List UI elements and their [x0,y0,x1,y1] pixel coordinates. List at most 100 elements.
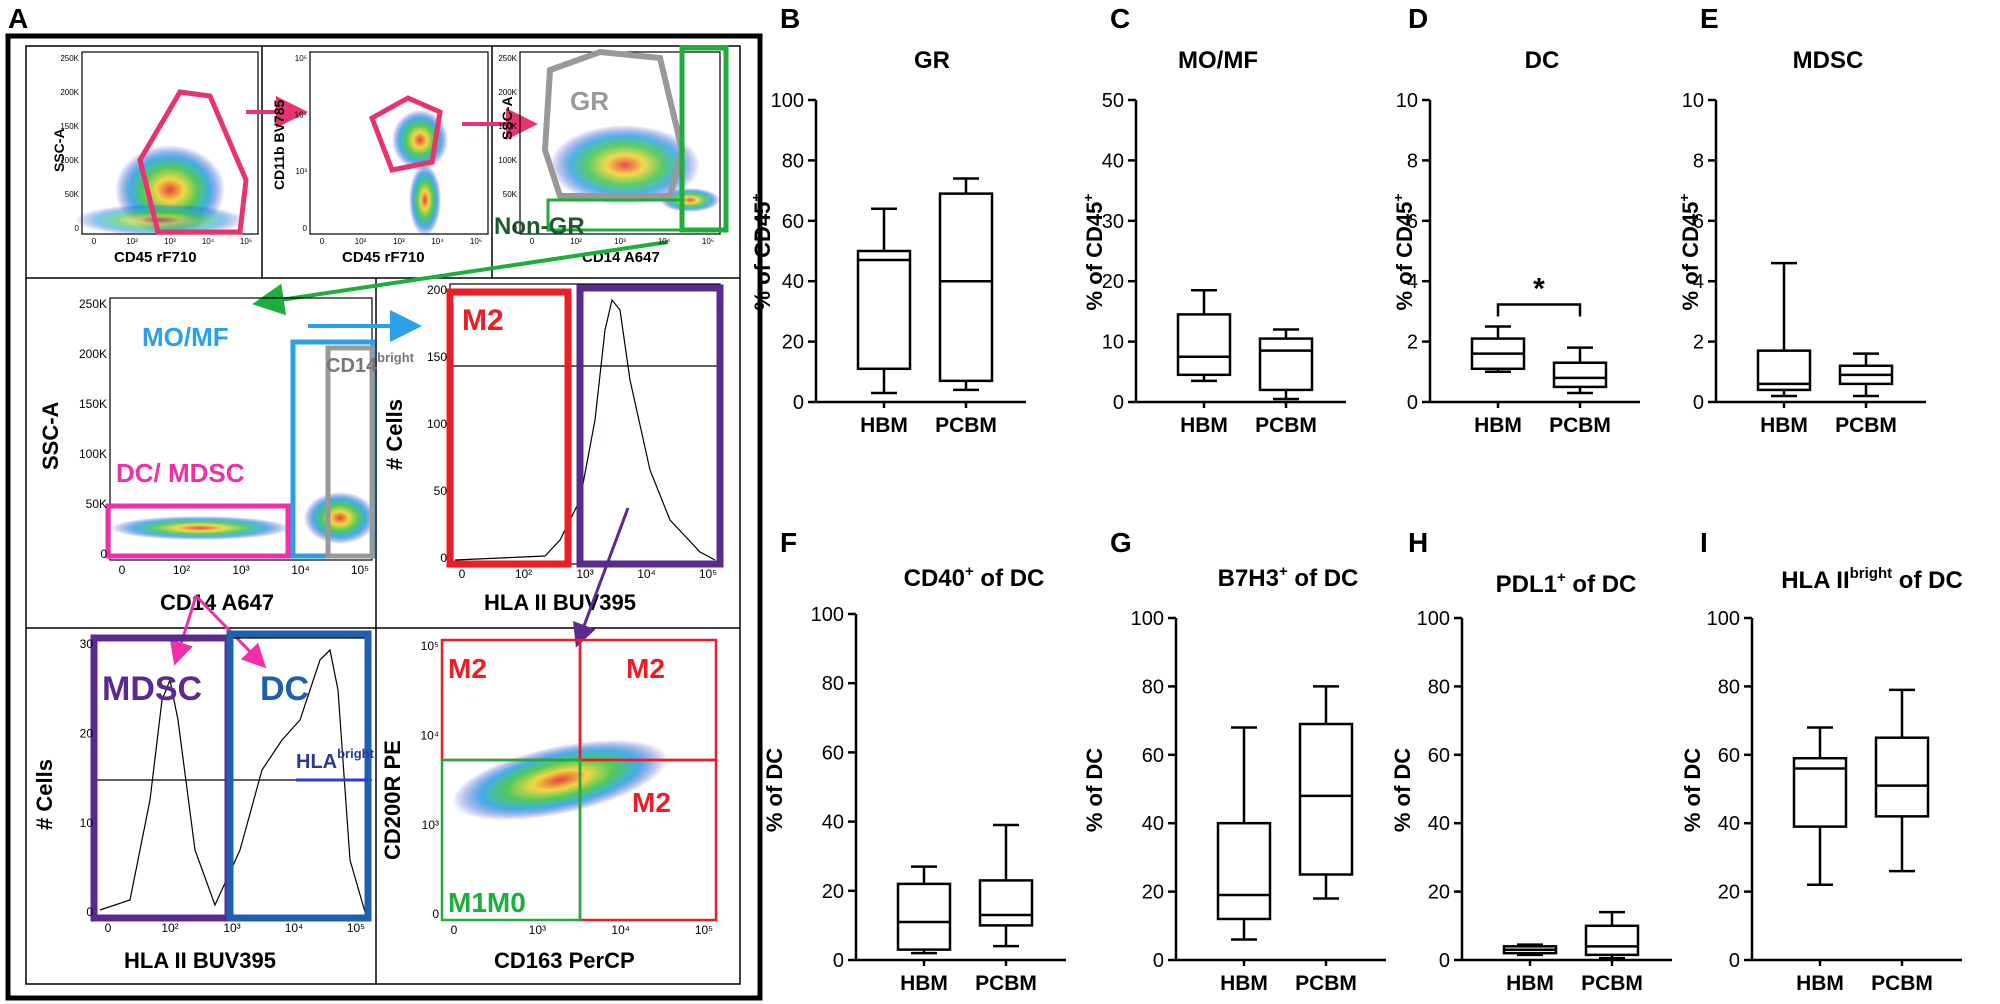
boxplot-e: E MDSC % of CD45+ 0 2 4 6 8 10 HBM PCBM [1676,3,1926,437]
box [1216,821,1272,921]
gate-momf-label: MO/MF [142,322,229,352]
x-tick-label: PCBM [1835,414,1897,437]
gate-hla-label: HLAbright [296,746,375,773]
y-tick-label: 60 [1142,745,1164,767]
box [1584,924,1640,957]
y-tick-label: 0 [1407,392,1418,414]
x-tick-label: HBM [1760,414,1808,437]
box [1298,722,1354,876]
p1-ytick: 0 [75,224,80,233]
gate-m1m0 [440,758,582,922]
p3-ytick: 0 [513,224,518,233]
x-tick-label: HBM [1220,972,1268,995]
gate-dcmdsc-label: DC/ MDSC [116,458,245,488]
y-tick-label: 20 [1428,882,1450,904]
p3-xtick: 10⁴ [658,237,671,246]
gate-m2-label: M2 [462,304,504,337]
chart-title: DC [1525,47,1560,74]
arrow-3-4 [252,240,669,316]
chart-title: PDL1+ of DC [1496,569,1637,598]
gate-m1m0-label: M1M0 [448,887,526,918]
p2-xtick: 10⁴ [431,237,444,246]
flow-plot-cd45-ssc: SSC-A CD45 rF710 [51,51,259,266]
panel-letter-c: C [1110,3,1130,34]
panel-letter-a: A [8,3,28,34]
panel-letter-g: G [1110,527,1132,558]
flow-plot-cd45-cd11b: CD11b BV785 CD45 rF710 [271,51,489,266]
box [1552,361,1608,389]
p7-ytick: 0 [432,907,439,921]
y-tick-label: 10 [1682,90,1704,112]
p6-xtick: 10² [161,921,178,935]
p1-ytick: 250K [60,54,79,63]
p7-xtick: 0 [451,923,458,937]
p3-ytick: 100K [498,156,517,165]
boxplot-f: F CD40+ of DC % of DC 0 20 40 60 80 100 HBM PCBM [762,527,1066,995]
p7-xlabel: CD163 PerCP [494,948,635,973]
arrow-5-7 [573,507,630,648]
p1-xtick: 10⁴ [202,237,215,246]
y-axis-label: % of CD45+ [1390,194,1417,311]
x-tick-label: HBM [1506,972,1554,995]
p3-ylabel: SSC-A [499,96,515,140]
gate-non-gr-label: Non-GR [494,213,585,240]
y-tick-label: 80 [1142,676,1164,698]
p1-xtick: 10² [126,237,138,246]
p5-xlabel: HLA II BUV395 [484,590,636,615]
y-tick-label: 8 [1407,150,1418,172]
panel-letter-b: B [780,3,800,34]
panel-letter-e: E [1700,3,1719,34]
p4-xtick: 10³ [232,563,249,577]
gate-mdsc-label: MDSC [102,670,202,708]
gate-m2-high [576,284,724,568]
y-axis-label: % of DC [1680,748,1705,832]
significance-bracket [1496,303,1582,317]
y-tick-label: 0 [1693,392,1704,414]
p4-ytick: 250K [79,297,107,311]
box [1874,736,1930,818]
y-tick-label: 60 [1428,745,1450,767]
gate-cd14-bright [325,345,375,559]
p5-ytick: 50 [434,484,448,498]
y-tick-label: 80 [822,673,844,695]
y-tick-label: 20 [1142,882,1164,904]
p7-xtick: 10³ [529,923,546,937]
boxplot-c: C MO/MF % of CD45+ 0 10 20 30 40 50 HBM PCBM [1080,3,1346,437]
p2-ylabel: CD11b BV785 [271,100,287,190]
y-tick-label: 2 [1693,332,1704,354]
p4-xlabel: CD14 A647 [160,590,274,615]
x-tick-label: HBM [1180,414,1228,437]
y-tick-label: 0 [1153,950,1164,972]
y-tick-label: 60 [1718,745,1740,767]
y-tick-label: 20 [782,332,804,354]
p5-ytick: 150 [427,350,447,364]
p7-ytick: 10⁵ [421,639,439,653]
gate-gr [541,48,686,199]
chart-title: HLA IIbright of DC [1781,565,1963,594]
y-tick-label: 10 [1102,332,1124,354]
x-tick-label: PCBM [975,972,1037,995]
p1-ytick: 50K [65,190,80,199]
p1-ytick: 100K [60,156,79,165]
p5-xtick: 10³ [576,567,593,581]
y-tick-label: 2 [1407,332,1418,354]
arrow-4-6a [169,595,198,666]
p4-xtick: 10² [173,563,190,577]
gate-m2b-label: M2 [626,653,665,684]
p7-ylabel: CD200R PE [380,740,405,860]
p7-ytick: 10³ [422,818,439,832]
flow-histogram-hla-2: MDSC DC HLAbright # Cells HLA II BUV395 [32,630,375,973]
x-tick-label: PCBM [1295,972,1357,995]
y-tick-label: 4 [1407,271,1418,293]
y-tick-label: 80 [782,150,804,172]
flow-plot-cd163-cd200r: M2 M2 M2 M1M0 CD200R PE CD163 PerCP [380,638,718,973]
p6-ytick: 20 [80,727,94,741]
p1-ytick: 150K [60,122,79,131]
y-tick-label: 100 [811,604,844,626]
x-tick-label: HBM [900,972,948,995]
y-tick-label: 0 [793,392,804,414]
y-tick-label: 80 [1718,676,1740,698]
p7-ytick: 10⁴ [420,729,439,743]
p5-xtick: 10² [515,567,532,581]
